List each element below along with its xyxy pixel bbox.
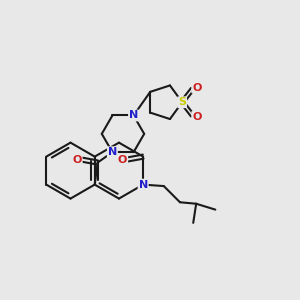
- Text: S: S: [178, 97, 186, 107]
- Text: N: N: [129, 110, 138, 121]
- Text: N: N: [108, 147, 117, 157]
- Text: O: O: [192, 82, 202, 92]
- Text: O: O: [72, 154, 82, 165]
- Text: O: O: [118, 154, 127, 165]
- Text: O: O: [192, 112, 202, 122]
- Text: N: N: [139, 180, 148, 190]
